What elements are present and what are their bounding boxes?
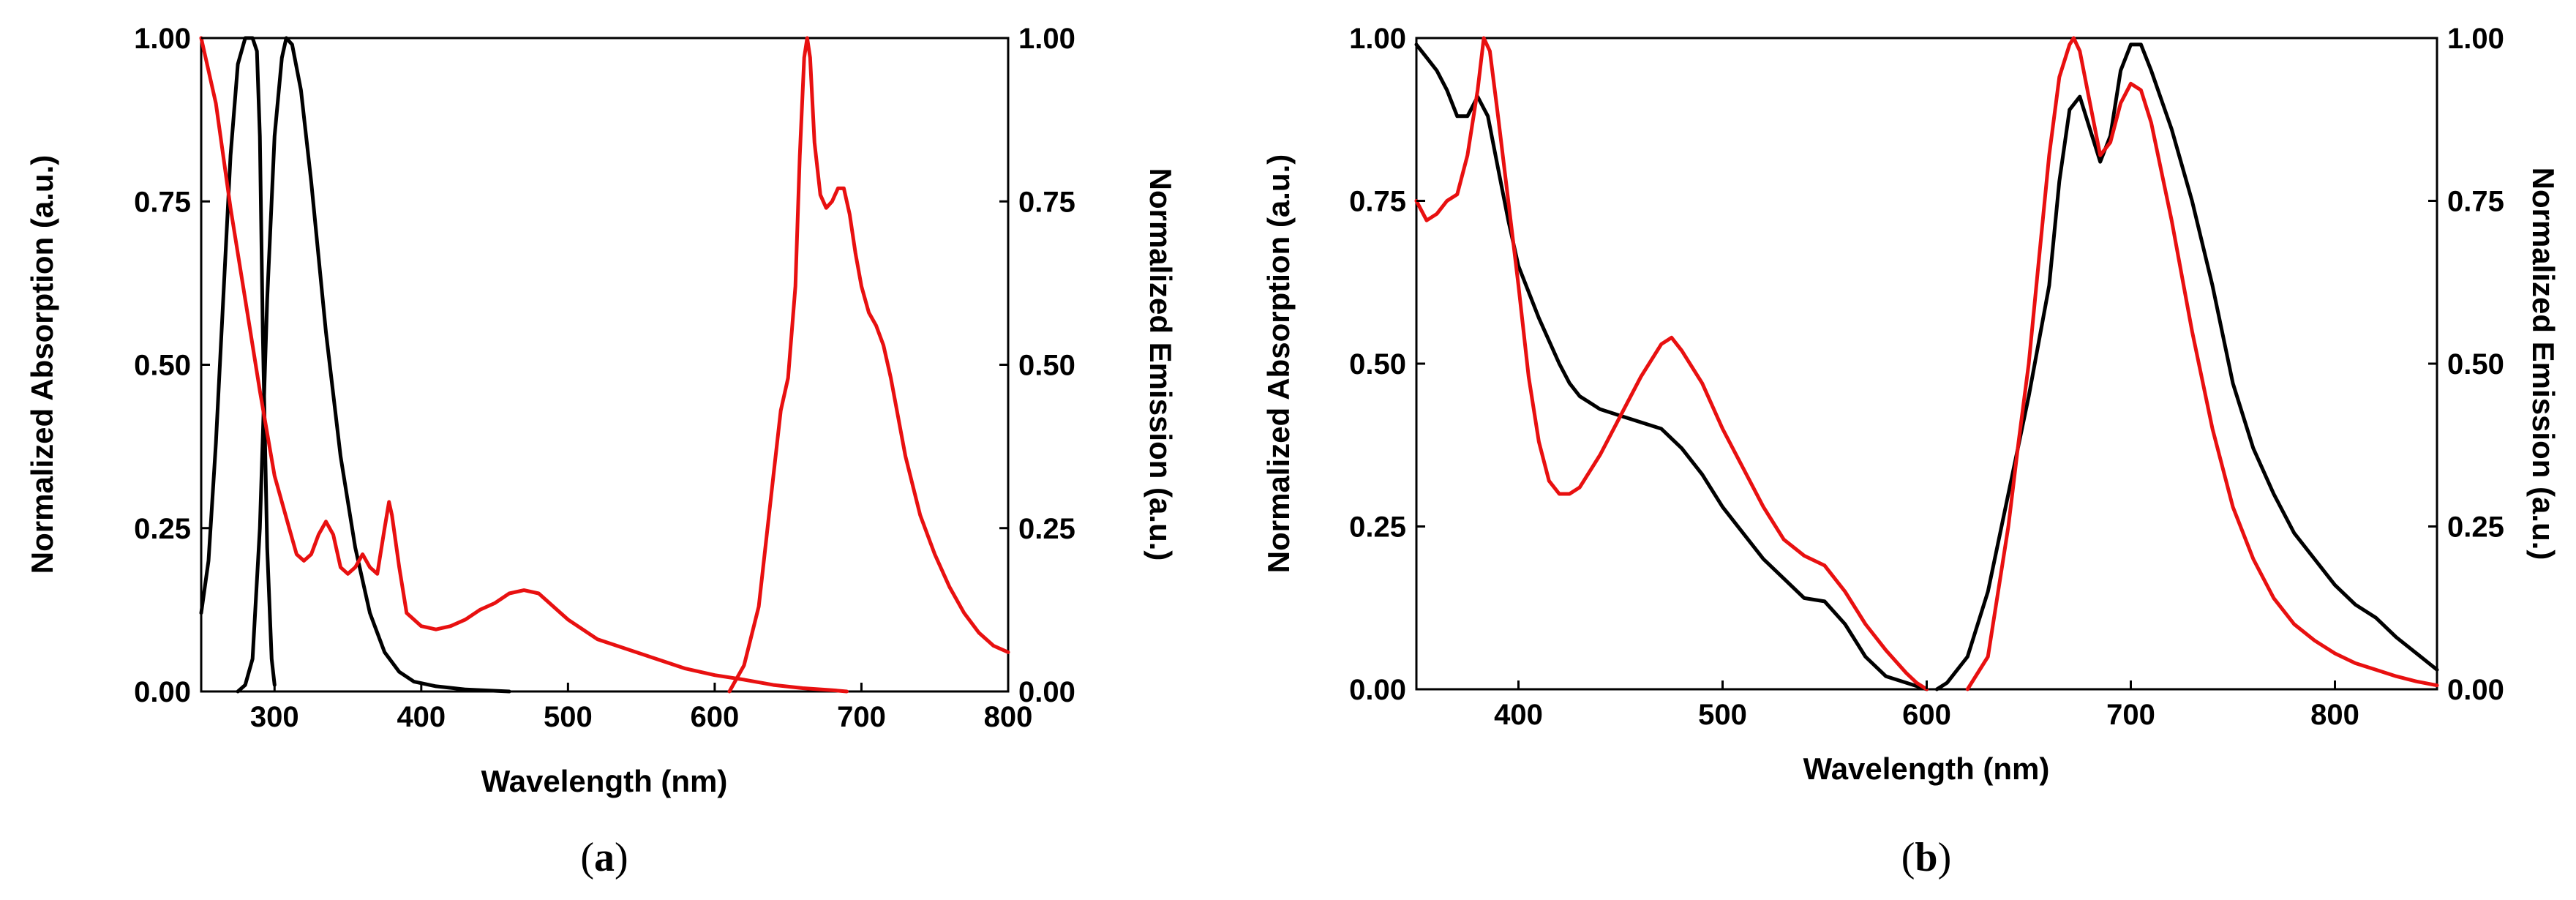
panel-b-x-tick-label: 700	[2106, 699, 2155, 731]
panel-b-y-axis-right-title: Normalized Emission (a.u.)	[2526, 168, 2561, 560]
panel-b-y-tick-label-right: 0.00	[2447, 674, 2504, 706]
panel-a-x-axis-title: Wavelength (nm)	[481, 764, 728, 798]
panel-b-series-group	[1414, 36, 2439, 691]
panel-b-series-red-emission	[1965, 36, 2439, 691]
panel-a-series-red-emission	[727, 36, 1010, 694]
panel-a-caption: (a)	[580, 835, 628, 880]
panel-a-x-tick-label: 300	[250, 701, 299, 733]
panel-b-x-tick-label: 600	[1902, 699, 1951, 731]
panel-b-y-tick-label-left: 0.75	[1349, 186, 1406, 218]
panel-a-x-tick-label: 600	[691, 701, 740, 733]
panel-b-y-tick-label-right: 0.50	[2447, 348, 2504, 380]
panel-b-y-tick-label-left: 0.00	[1349, 674, 1406, 706]
panel-a-y-tick-label-right: 0.50	[1018, 350, 1075, 382]
panel-b-y-axis-left-title: Normalized Absorption (a.u.)	[1261, 154, 1296, 573]
panel-a-series-group	[199, 36, 1010, 694]
panel-b-x-tick-label: 500	[1698, 699, 1747, 731]
panel-b-x-tick-label: 800	[2310, 699, 2359, 731]
panel-b-series-black-emission	[1934, 42, 2439, 691]
panel-b-y-tick-label-left: 0.25	[1349, 511, 1406, 544]
panel-b-series-black-absorption	[1414, 42, 1929, 691]
panel-b-x-tick-label: 400	[1494, 699, 1543, 731]
panel-a-y-tick-label-right: 0.00	[1018, 676, 1075, 708]
panel-a-series-black-emission	[236, 36, 511, 694]
panel-a-x-tick-label: 400	[397, 701, 446, 733]
panel-b-y-tick-label-right: 0.75	[2447, 186, 2504, 218]
panel-a-y-tick-label-left: 1.00	[134, 23, 191, 55]
panel-b-y-tick-label-left: 1.00	[1349, 23, 1406, 55]
panel-a-y-tick-label-left: 0.50	[134, 350, 191, 382]
panel-a-y-tick-label-left: 0.75	[134, 186, 191, 218]
panel-a-series-red-absorption	[199, 36, 849, 694]
panel-a-y-tick-label-left: 0.00	[134, 676, 191, 708]
panel-a-x-tick-label: 800	[984, 701, 1033, 733]
panel-b-y-tick-label-right: 1.00	[2447, 23, 2504, 55]
panel-a-x-tick-label: 500	[544, 701, 593, 733]
panel-b-plot-frame	[1415, 37, 2438, 691]
panel-b-ticks: 400 500 600 700 800 0.00 0.00 0.25 0.25 0.50 0.50 0…	[1349, 23, 2504, 731]
panel-a-y-tick-label-left: 0.25	[134, 513, 191, 545]
panel-b-y-tick-label-left: 0.50	[1349, 348, 1406, 380]
panel-a-y-tick-label-right: 1.00	[1018, 23, 1075, 55]
panel-b-caption: (b)	[1901, 835, 1951, 880]
panel-a-y-tick-label-right: 0.75	[1018, 186, 1075, 218]
panel-b-series-red-absorption	[1414, 36, 1929, 691]
panel-a-y-tick-label-right: 0.25	[1018, 513, 1075, 545]
panel-b-chart: 400 500 600 700 800 0.00 0.00 0.25 0.25 0.50 0.50 0…	[1261, 23, 2561, 880]
panel-a-y-axis-right-title: Normalized Emission (a.u.)	[1144, 168, 1178, 561]
panel-a-y-axis-left-title: Normalized Absorption (a.u.)	[25, 155, 59, 574]
panel-a-x-tick-label: 700	[837, 701, 886, 733]
panel-b-y-tick-label-right: 0.25	[2447, 511, 2504, 544]
panel-a-series-black-absorption	[199, 36, 277, 687]
panel-b-x-axis-title: Wavelength (nm)	[1803, 751, 2050, 786]
